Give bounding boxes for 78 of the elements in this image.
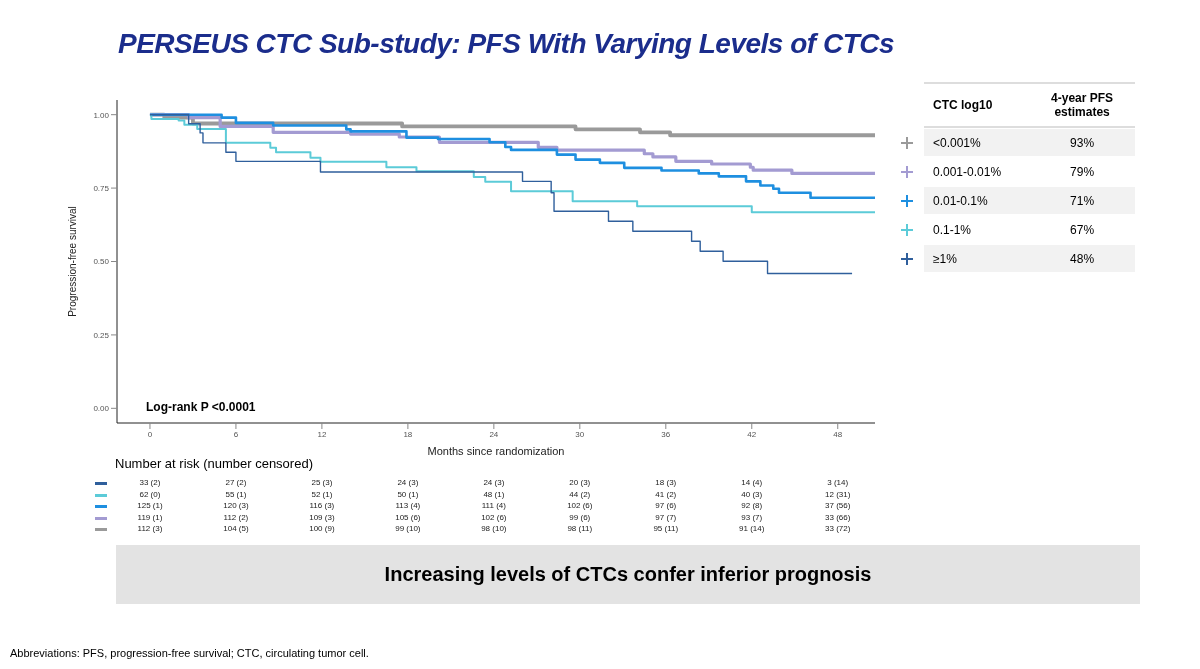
- text: 109 (3): [308, 512, 336, 522]
- text: 93%: [1069, 135, 1096, 150]
- text: 93 (7): [740, 512, 764, 522]
- text: 33 (2): [138, 478, 162, 487]
- x-tick-label: 42: [747, 429, 757, 439]
- text: 44 (2): [568, 489, 592, 499]
- x-tick-label: 18: [403, 429, 413, 439]
- text: 4-year PFS estimates: [1050, 91, 1115, 119]
- text: 12 (31): [824, 489, 852, 499]
- text: 99 (10): [394, 524, 422, 533]
- text: 97 (7): [654, 512, 678, 522]
- y-tick-label: 1.00: [93, 110, 110, 120]
- chart-title: PERSEUS CTC Sub-study: PFS With Varying Levels of CTCs: [118, 28, 895, 60]
- x-tick-label: 12: [317, 429, 327, 439]
- x-tick-label: 30: [575, 429, 585, 439]
- text: Abbreviations: PFS, progression-free survival; CTC, circulating tumor cell.: [10, 647, 369, 659]
- text: 27 (2): [224, 478, 248, 487]
- text: 92 (8): [740, 501, 764, 510]
- text: 3 (14): [826, 478, 850, 487]
- text: 97 (6): [654, 501, 678, 510]
- text: 120 (3): [222, 501, 250, 510]
- text: 20 (3): [568, 478, 592, 487]
- legend-label: 0.01-0.1%: [932, 193, 989, 208]
- text: 41 (2): [654, 489, 678, 499]
- text: 112 (3): [136, 524, 164, 533]
- text: 125 (1): [136, 501, 164, 510]
- text: 71%: [1069, 193, 1096, 208]
- text: 40 (3): [740, 489, 764, 499]
- text: 67%: [1069, 222, 1096, 237]
- text: 102 (6): [480, 512, 508, 522]
- text: 37 (56): [824, 501, 852, 510]
- text: 62 (0): [138, 489, 162, 499]
- text: 48 (1): [482, 489, 506, 499]
- text: Number at risk (number censored): [115, 456, 313, 471]
- text: Increasing levels of CTCs confer inferior prognosis: [116, 545, 1140, 604]
- text: 18 (3): [654, 478, 678, 487]
- text: 104 (5): [222, 524, 250, 533]
- y-axis-title: Progression-free survival: [66, 206, 78, 317]
- x-tick-label: 48: [833, 429, 843, 439]
- text: 113 (4): [394, 501, 422, 510]
- text: 55 (1): [224, 489, 248, 499]
- text: 25 (3): [310, 478, 334, 487]
- text: 33 (72): [824, 524, 852, 533]
- text: 100 (9): [308, 524, 336, 533]
- text: 24 (3): [482, 478, 506, 487]
- text: 52 (1): [310, 489, 334, 499]
- x-axis-title: Months since randomization: [427, 445, 565, 457]
- text: 24 (3): [396, 478, 420, 487]
- text: 33 (66): [824, 512, 852, 522]
- text: 105 (6): [394, 512, 422, 522]
- x-tick-label: 6: [233, 429, 239, 439]
- text: 95 (11): [652, 524, 680, 533]
- y-tick-label: 0.75: [93, 183, 110, 193]
- text: 102 (6): [566, 501, 594, 510]
- text: 112 (2): [222, 512, 250, 522]
- text: 79%: [1069, 164, 1096, 179]
- text: 98 (11): [566, 524, 594, 533]
- y-tick-label: 0.00: [93, 404, 110, 414]
- text: 50 (1): [396, 489, 420, 499]
- y-tick-label: 0.50: [93, 257, 110, 267]
- text: 99 (6): [568, 512, 592, 522]
- legend-label: 0.001-0.01%: [932, 164, 1003, 179]
- x-tick-label: 0: [147, 429, 153, 439]
- text: 116 (3): [308, 501, 336, 510]
- y-tick-label: 0.25: [93, 330, 110, 340]
- legend-label: <0.001%: [932, 135, 982, 150]
- legend-label: ≥1%: [932, 251, 958, 266]
- text: 91 (14): [738, 524, 766, 533]
- text: 111 (4): [480, 501, 507, 510]
- legend-title: CTC log10: [932, 98, 994, 112]
- legend-label: 0.1-1%: [932, 222, 973, 237]
- x-tick-label: 36: [661, 429, 671, 439]
- text: 14 (4): [740, 478, 764, 487]
- text: 98 (10): [480, 524, 508, 533]
- text: 119 (1): [136, 512, 164, 522]
- x-tick-label: 24: [489, 429, 499, 439]
- annotation: Log-rank P <0.0001: [146, 400, 256, 414]
- text: 48%: [1069, 251, 1096, 266]
